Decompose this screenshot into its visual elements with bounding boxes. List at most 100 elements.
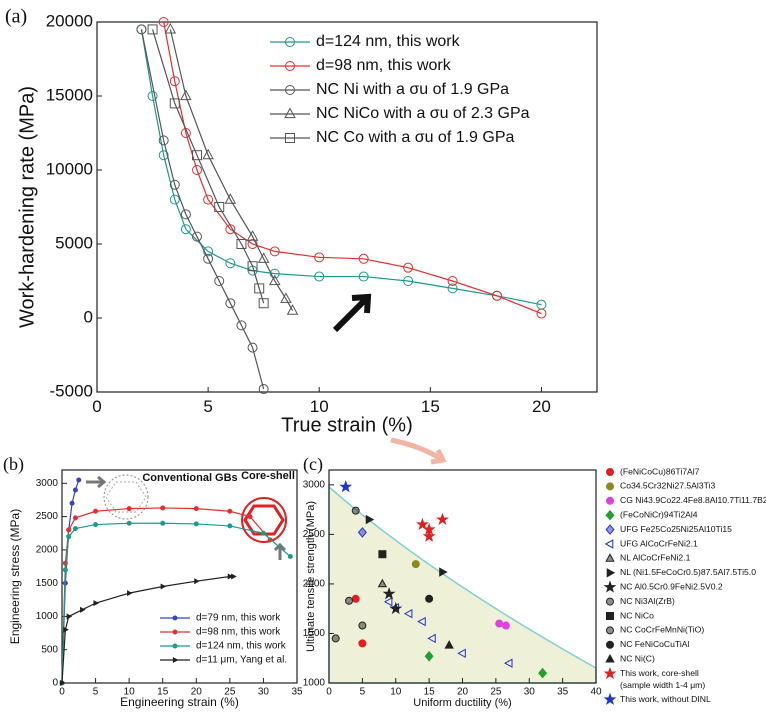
marker: [93, 600, 100, 607]
marker: [169, 76, 180, 87]
line: [151, 29, 265, 304]
marker: [339, 480, 353, 493]
y-tick-label: 3000: [303, 480, 326, 491]
y-tick-label: 0: [84, 307, 93, 326]
marker: [536, 308, 547, 319]
marker: [169, 98, 180, 109]
y-tick-label: -5000: [50, 381, 93, 400]
legend-marker: [606, 468, 614, 476]
marker: [287, 554, 293, 560]
marker: [63, 626, 69, 633]
legend-marker: [172, 656, 179, 664]
x-tick-label: 25: [490, 687, 502, 698]
legend-marker: [605, 553, 615, 562]
legend-marker: [605, 524, 615, 535]
plot-frame: [61, 469, 298, 684]
marker: [358, 271, 369, 282]
series: [164, 22, 299, 315]
marker: [227, 573, 234, 580]
marker: [247, 239, 258, 249]
marker: [72, 487, 78, 493]
y-tick-label: 1500: [303, 628, 326, 639]
marker: [147, 91, 158, 101]
marker: [427, 633, 436, 644]
marker: [254, 283, 265, 294]
x-tick-label: 15: [424, 687, 436, 698]
legend-label: d=11 μm, Yang et al.: [196, 655, 287, 666]
marker: [214, 276, 225, 286]
x-axis-label: True strain (%): [281, 414, 413, 436]
legend-label: NC Ni with a σu of 1.9 GPa: [316, 81, 509, 98]
line: [169, 29, 294, 311]
series: [365, 514, 448, 577]
legend-marker: [606, 496, 614, 505]
marker: [403, 276, 414, 286]
marker: [351, 506, 360, 515]
legend-label: d=124 nm, this work: [196, 641, 287, 652]
x-tick-label: 25: [224, 687, 236, 698]
line: [61, 575, 234, 684]
x-tick-label: 0: [92, 397, 101, 416]
y-tick-label: 1000: [303, 678, 326, 689]
marker: [425, 594, 434, 603]
marker: [194, 578, 200, 585]
series: [425, 594, 434, 603]
series: [416, 512, 449, 542]
marker: [225, 258, 236, 269]
legend-label: d=98 nm, this work: [196, 627, 281, 638]
marker: [192, 231, 202, 242]
series: [59, 573, 237, 687]
y-tick-label: 2000: [303, 579, 326, 590]
marker: [225, 298, 236, 309]
legend-marker: [285, 133, 295, 143]
y-tick-label: 3000: [36, 478, 59, 489]
legend-label: UFG AlCoCrFeNi2.1: [620, 538, 698, 548]
y-tick-label: 0: [52, 678, 58, 689]
marker: [127, 590, 133, 597]
series: [424, 650, 548, 679]
marker: [203, 253, 214, 264]
marker: [59, 679, 66, 687]
legend-label: NC NiCo with a σu of 2.3 GPa: [316, 105, 530, 122]
marker: [180, 209, 191, 220]
legend-marker: [605, 653, 615, 663]
marker: [314, 252, 325, 263]
legend-label: NC CoCrFeMnNi(TiO): [620, 625, 704, 635]
marker: [76, 477, 82, 483]
marker: [345, 596, 354, 605]
marker: [203, 246, 214, 257]
y-tick-label: 1000: [36, 611, 59, 622]
marker: [444, 640, 454, 649]
marker: [224, 193, 237, 204]
marker: [286, 304, 299, 315]
marker: [247, 514, 253, 520]
y-tick-label: 20000: [46, 11, 93, 30]
marker: [258, 384, 269, 395]
marker: [69, 500, 75, 506]
y-tick-label: 2000: [36, 545, 59, 556]
marker: [192, 165, 202, 175]
marker: [180, 89, 192, 101]
x-tick-label: 10: [310, 397, 329, 416]
y-axis-label: Engineering stress (MPa): [8, 509, 22, 644]
marker: [160, 520, 166, 526]
marker: [314, 271, 325, 282]
marker: [231, 573, 237, 580]
marker: [214, 202, 225, 212]
legend-label: Co34.5Cr32Ni27.5Al3Ti3: [620, 481, 715, 491]
series: [158, 17, 547, 319]
marker: [158, 150, 169, 161]
marker: [227, 523, 233, 529]
marker: [365, 514, 375, 525]
marker: [536, 299, 547, 310]
marker: [136, 24, 147, 35]
marker: [93, 508, 99, 514]
y-tick-label: 15000: [46, 85, 93, 104]
plot-frame: [96, 21, 598, 393]
series: [357, 527, 367, 538]
marker: [457, 648, 466, 658]
legend-label: NL AlCoCrFeNi2.1: [620, 553, 691, 563]
x-tick-label: 0: [59, 687, 65, 698]
panel-label: (a): [5, 6, 27, 28]
